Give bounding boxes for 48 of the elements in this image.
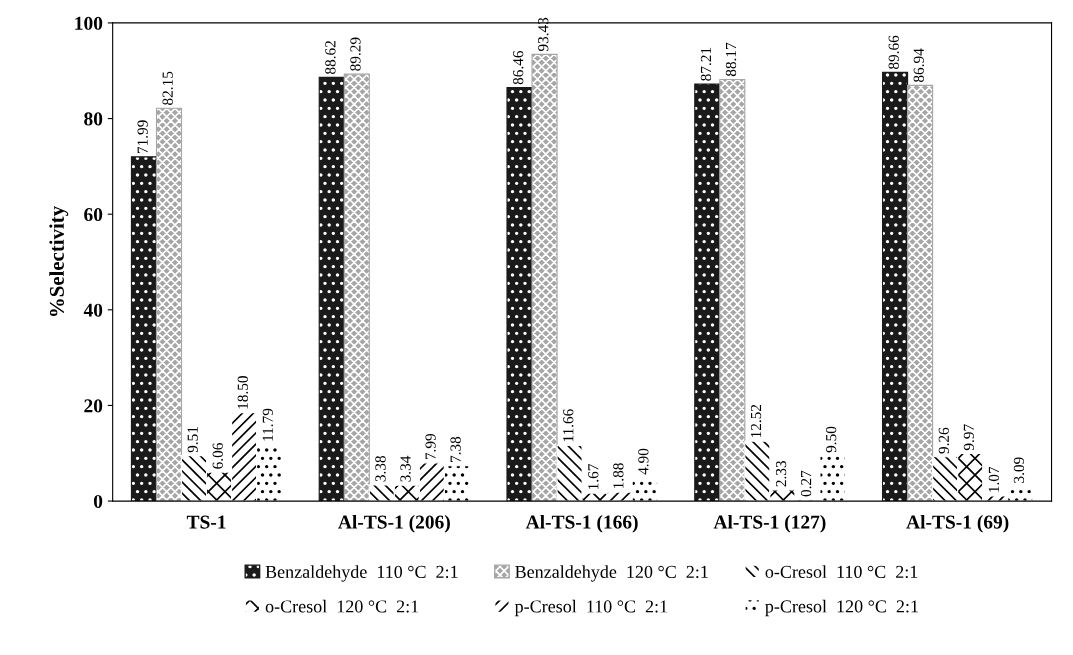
data-label: 86.94 (913, 48, 924, 83)
data-label: 6.06 (212, 443, 223, 469)
legend-label: o-Cresol 110 °C 2:1 (765, 565, 918, 579)
x-tick-label: Al-TS-1 (166) (525, 514, 638, 533)
data-label: 11.66 (563, 409, 574, 442)
data-label: 88.17 (725, 42, 737, 77)
data-label: 88.62 (325, 41, 336, 74)
data-label: 2.33 (775, 461, 787, 487)
x-tick-label: TS-1 (186, 515, 226, 529)
data-label: 89.66 (888, 35, 899, 70)
x-tick-label: Al-TS-1 (206) (338, 514, 450, 533)
data-label: 3.34 (400, 455, 411, 482)
data-label: 9.26 (938, 427, 950, 454)
data-label: 0.27 (800, 470, 812, 497)
data-label: 4.90 (638, 448, 649, 475)
data-label: 86.46 (513, 50, 524, 85)
data-label: 3.09 (1013, 457, 1025, 483)
legend-label: o-Cresol 120 °C 2:1 (265, 599, 419, 613)
data-label: 93.43 (538, 17, 549, 52)
data-label: 82.15 (162, 71, 173, 105)
data-label: 89.29 (350, 37, 361, 71)
data-label: 9.97 (963, 424, 975, 451)
data-label: 7.99 (425, 433, 436, 460)
data-label: 11.79 (262, 408, 274, 441)
data-label: 12.52 (750, 404, 762, 438)
data-label: 9.51 (187, 427, 198, 453)
y-tick-label: 40 (83, 303, 103, 317)
y-tick-label: 100 (75, 16, 103, 30)
data-label: 1.07 (988, 466, 1000, 492)
data-label: 71.99 (137, 120, 148, 154)
legend-label: p-Cresol 110 °C 2:1 (514, 599, 668, 617)
data-label: 9.50 (825, 426, 837, 453)
y-tick-label: 20 (84, 399, 103, 413)
y-tick-label: 80 (84, 112, 103, 126)
y-axis-title: %Selectivity (49, 206, 69, 316)
legend-label: Benzaldehyde 110 °C 2:1 (265, 565, 458, 582)
data-label: 87.21 (700, 47, 712, 81)
data-label: 3.38 (375, 455, 386, 482)
legend-label: p-Cresol 120 °C 2:1 (765, 599, 918, 617)
data-label: 18.50 (237, 376, 248, 409)
x-tick-label: Al-TS-1 (69) (906, 514, 1009, 533)
x-tick-label: Al-TS-1 (127) (713, 514, 826, 533)
data-label: 1.67 (588, 464, 599, 489)
data-label: 7.38 (450, 436, 461, 462)
data-label: 1.88 (613, 463, 624, 488)
y-tick-label: 0 (93, 494, 103, 509)
legend-label: Benzaldehyde 120 °C 2:1 (515, 565, 708, 582)
y-tick-label: 60 (84, 208, 103, 222)
